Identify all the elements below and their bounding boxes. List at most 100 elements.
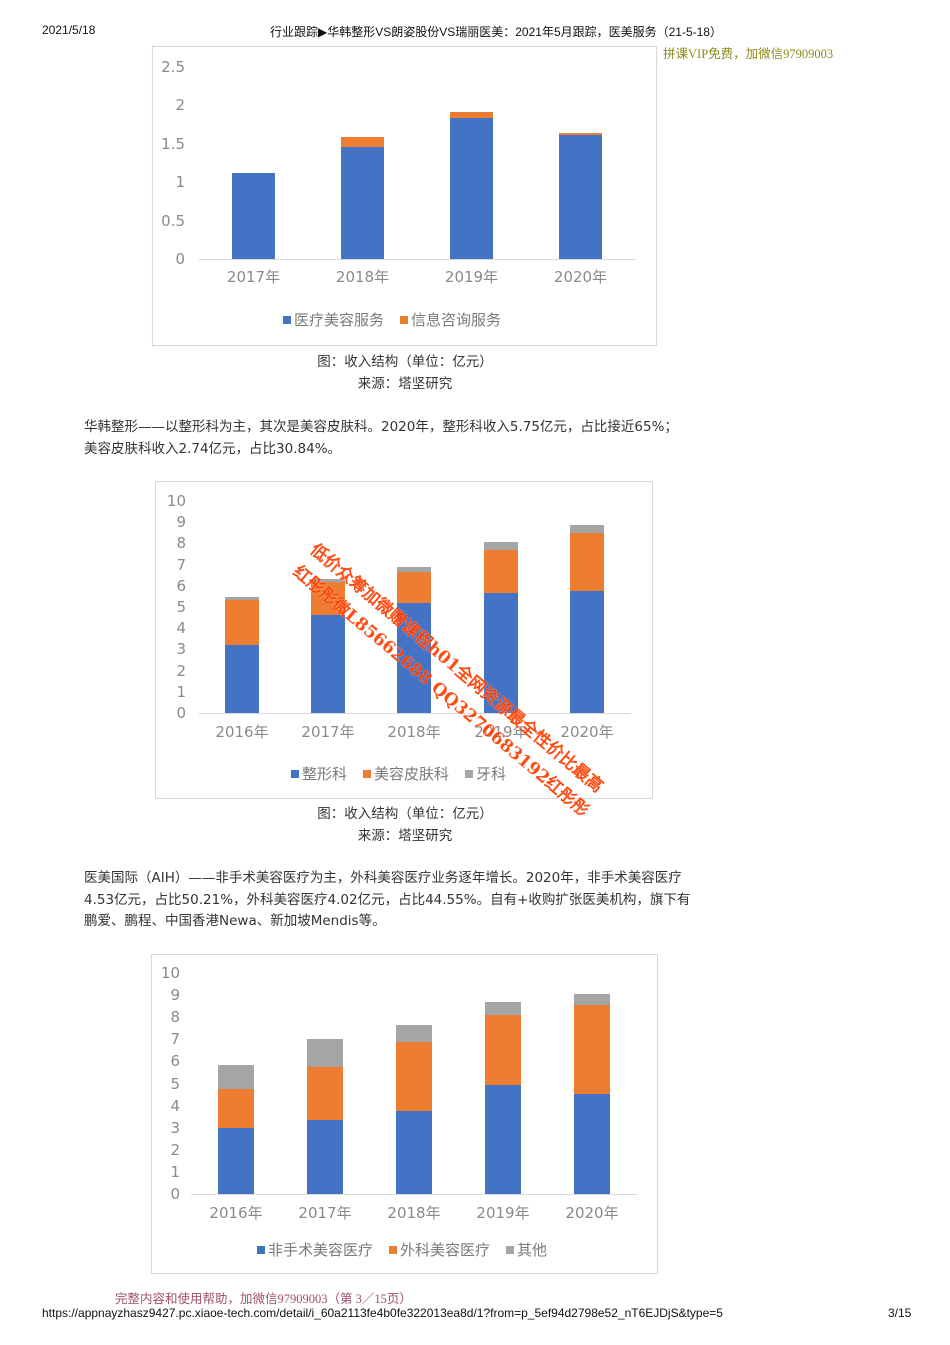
y-tick-label: 3 <box>170 1118 180 1137</box>
bar-segment <box>311 615 345 713</box>
x-tick-label: 2018年 <box>387 723 441 741</box>
bar-segment <box>396 1041 432 1112</box>
bar-segment <box>570 533 604 592</box>
bar-segment <box>311 581 345 616</box>
y-tick-label: 5 <box>176 598 186 616</box>
legend-label: 非手术美容医疗 <box>268 1241 374 1259</box>
y-tick-label: 0 <box>170 1185 180 1203</box>
paragraph-line: 华韩整形——以整形科为主，其次是美容皮肤科。2020年，整形科收入5.75亿元，… <box>84 419 678 435</box>
legend-item: 非手术美容医疗 <box>257 1239 373 1260</box>
x-tick-label: 2020年 <box>565 1204 619 1222</box>
legend-label: 外科美容医疗 <box>400 1241 491 1259</box>
y-tick-label: 0 <box>176 704 186 722</box>
chart-legend: 非手术美容医疗 外科美容医疗 其他 <box>257 1239 557 1260</box>
legend-label: 医疗美容服务 <box>294 311 385 329</box>
x-tick-label: 2018年 <box>387 1204 441 1222</box>
bar-segment <box>559 133 602 135</box>
x-tick-label: 2017年 <box>298 1204 352 1222</box>
stacked-bar <box>396 1024 432 1194</box>
stacked-bar <box>397 566 431 713</box>
x-axis-line <box>199 259 636 260</box>
legend-swatch-icon <box>257 1245 265 1254</box>
x-tick-label: 2019年 <box>444 268 499 286</box>
legend-swatch-icon <box>291 769 299 778</box>
bar-segment <box>570 524 604 533</box>
legend-swatch-icon <box>283 315 291 324</box>
x-tick-label: 2020年 <box>553 268 608 286</box>
y-tick-label: 8 <box>176 534 186 553</box>
legend-swatch-icon <box>465 769 474 778</box>
header-date: 2021/5/18 <box>42 23 96 37</box>
stacked-bar <box>232 172 275 259</box>
x-tick-label: 2016年 <box>215 723 269 741</box>
legend-label: 整形科 <box>302 765 348 783</box>
bar-segment <box>397 566 431 573</box>
legend-item: 其他 <box>506 1239 547 1260</box>
y-tick-label: 5 <box>170 1074 180 1093</box>
legend-swatch-icon <box>506 1245 515 1254</box>
header-title: 行业跟踪▶华韩整形VS朗姿股份VS瑞丽医美：2021年5月跟踪，医美服务（21-… <box>270 25 722 39</box>
figure2-caption: 图：收入结构（单位：亿元） <box>317 806 493 822</box>
y-tick-label: 7 <box>176 555 186 574</box>
bar-segment <box>225 599 259 646</box>
figure1-source: 来源：塔坚研究 <box>357 376 453 392</box>
y-tick-label: 2 <box>176 661 186 680</box>
y-tick-label: 2 <box>175 96 185 115</box>
x-tick-label: 2019年 <box>474 723 528 741</box>
legend-label: 牙科 <box>476 765 507 783</box>
stacked-bar <box>307 1039 343 1194</box>
chart-revenue-structure-1: 0 0.5 1 1.5 2 2.5 2017年 2018年 2019年 2020年 医疗美容服务 信息… <box>152 46 657 346</box>
bar-segment <box>307 1119 343 1194</box>
stacked-bar <box>559 133 602 259</box>
bar-segment <box>218 1127 254 1194</box>
x-tick-label: 2017年 <box>226 268 281 286</box>
y-tick-label: 4 <box>176 619 186 638</box>
bar-segment <box>396 1024 432 1042</box>
paragraph-aih: 医美国际（AIH）——非手术美容医疗为主，外科美容医疗业务逐年增长。2020年，… <box>84 868 734 933</box>
bar-segment <box>485 1014 521 1085</box>
x-axis-line <box>191 1194 637 1195</box>
bar-segment <box>450 118 493 259</box>
legend-swatch-icon <box>389 1245 398 1254</box>
bar-segment <box>484 593 518 713</box>
legend-label: 美容皮肤科 <box>374 765 450 783</box>
y-tick-label: 1 <box>176 682 186 701</box>
y-tick-label: 3 <box>176 640 186 659</box>
bar-segment <box>396 1111 432 1194</box>
bar-segment <box>225 597 259 600</box>
legend-swatch-icon <box>400 315 409 324</box>
footer-promo: 完整内容和使用帮助，加微信97909003（第 3／15页） <box>115 1292 412 1306</box>
stacked-bar <box>450 111 493 259</box>
legend-item: 美容皮肤科 <box>363 763 449 784</box>
bar-segment <box>341 146 384 259</box>
bar-segment <box>484 542 518 550</box>
header-promo: 拼课VIP免费，加微信97909003 <box>663 47 834 61</box>
chart-revenue-structure-3: 0 1 2 3 4 5 6 7 8 9 10 2016年 2017年 2018年 2019年 2020年 非手术… <box>151 954 658 1274</box>
y-tick-label: 0.5 <box>161 211 185 230</box>
stacked-bar <box>225 597 259 713</box>
stacked-bar <box>574 993 610 1194</box>
footer-url[interactable]: https://appnayzhasz9427.pc.xiaoe-tech.co… <box>42 1306 723 1320</box>
legend-swatch-icon <box>363 769 372 778</box>
y-tick-label: 0 <box>175 250 185 268</box>
bar-segment <box>225 645 259 713</box>
footer-page-number: 3/15 <box>888 1306 912 1320</box>
y-tick-label: 1 <box>170 1162 180 1181</box>
paragraph-line: 4.53亿元，占比50.21%，外科美容医疗4.02亿元，占比44.55%。自有… <box>84 891 691 908</box>
chart-revenue-structure-2: 0 1 2 3 4 5 6 7 8 9 10 2016年 2017年 2018年 2019年 2020年 整形科… <box>155 481 653 799</box>
bar-segment <box>397 602 431 713</box>
stacked-bar <box>485 1001 521 1194</box>
bar-segment <box>218 1064 254 1090</box>
figure2-source: 来源：塔坚研究 <box>357 828 453 844</box>
bar-segment <box>218 1089 254 1128</box>
stacked-bar <box>570 524 604 713</box>
legend-item: 牙科 <box>465 763 506 784</box>
stacked-bar <box>484 542 518 713</box>
paragraph-huahan: 华韩整形——以整形科为主，其次是美容皮肤科。2020年，整形科收入5.75亿元，… <box>84 417 734 460</box>
y-tick-label: 7 <box>170 1030 180 1049</box>
legend-item: 外科美容医疗 <box>389 1239 490 1260</box>
x-tick-label: 2018年 <box>335 268 390 286</box>
paragraph-line: 医美国际（AIH）——非手术美容医疗为主，外科美容医疗业务逐年增长。2020年，… <box>84 870 682 886</box>
y-tick-label: 1 <box>175 173 185 192</box>
bar-segment <box>450 111 493 119</box>
